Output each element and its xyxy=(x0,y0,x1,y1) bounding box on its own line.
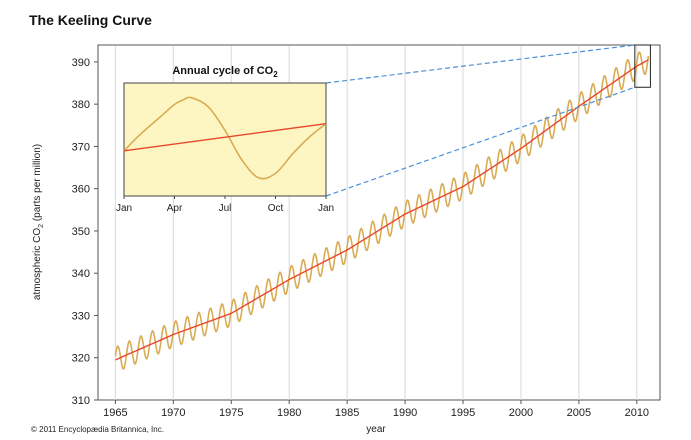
inset-tick-label-0: Jan xyxy=(116,203,132,214)
y-axis-label: atmospheric CO2 (parts per million) xyxy=(32,144,45,300)
highlight-box xyxy=(634,44,651,88)
y-tick-label-340: 340 xyxy=(72,268,90,280)
y-tick-label-330: 330 xyxy=(72,310,90,322)
monthly-co2-line xyxy=(114,51,650,370)
inset-title: Annual cycle of CO2 xyxy=(172,65,278,79)
x-tick-label-2010: 2010 xyxy=(625,407,649,419)
x-tick-label-1995: 1995 xyxy=(451,407,475,419)
y-tick-label-360: 360 xyxy=(72,184,90,196)
y-tick-label-350: 350 xyxy=(72,226,90,238)
x-tick-label-1980: 1980 xyxy=(277,407,301,419)
inset-frame xyxy=(123,82,327,197)
y-axis-ticks: 310 320 330 340 350 360 370 380 390 xyxy=(72,57,98,407)
inset-trend-line xyxy=(123,122,327,152)
x-tick-label-2000: 2000 xyxy=(509,407,533,419)
inset-seasonal-line xyxy=(123,96,327,180)
x-tick-label-2005: 2005 xyxy=(567,407,591,419)
y-tick-label-310: 310 xyxy=(72,395,90,407)
chart-title: The Keeling Curve xyxy=(29,12,152,28)
y-tick-label-320: 320 xyxy=(72,353,90,365)
connector-line-bottom xyxy=(325,86,636,197)
trend-line xyxy=(115,59,649,361)
y-tick-label-380: 380 xyxy=(72,99,90,111)
x-tick-label-1975: 1975 xyxy=(219,407,243,419)
inset-tick-label-2: Jul xyxy=(219,203,232,214)
inset-tick-label-4: Jan xyxy=(318,203,334,214)
connector-line-top xyxy=(325,44,635,84)
copyright-credit: © 2011 Encyclopædia Britannica, Inc. xyxy=(31,425,164,434)
x-tick-label-1970: 1970 xyxy=(161,407,185,419)
inset-tick-label-3: Oct xyxy=(268,203,284,214)
inset-x-ticks: Jan Apr Jul Oct Jan xyxy=(116,196,334,214)
x-axis-label: year xyxy=(366,424,386,435)
inset-tick-label-1: Apr xyxy=(167,203,183,214)
x-tick-label-1990: 1990 xyxy=(393,407,417,419)
y-tick-label-390: 390 xyxy=(72,57,90,69)
x-axis-ticks: 1965 1970 1975 1980 1985 1990 1995 2000 2005 2010 xyxy=(103,400,649,419)
x-tick-label-1985: 1985 xyxy=(335,407,359,419)
inset-chart: Annual cycle of CO2 Jan Apr Jul Oct Jan xyxy=(116,65,334,214)
y-tick-label-370: 370 xyxy=(72,141,90,153)
x-tick-label-1965: 1965 xyxy=(103,407,127,419)
